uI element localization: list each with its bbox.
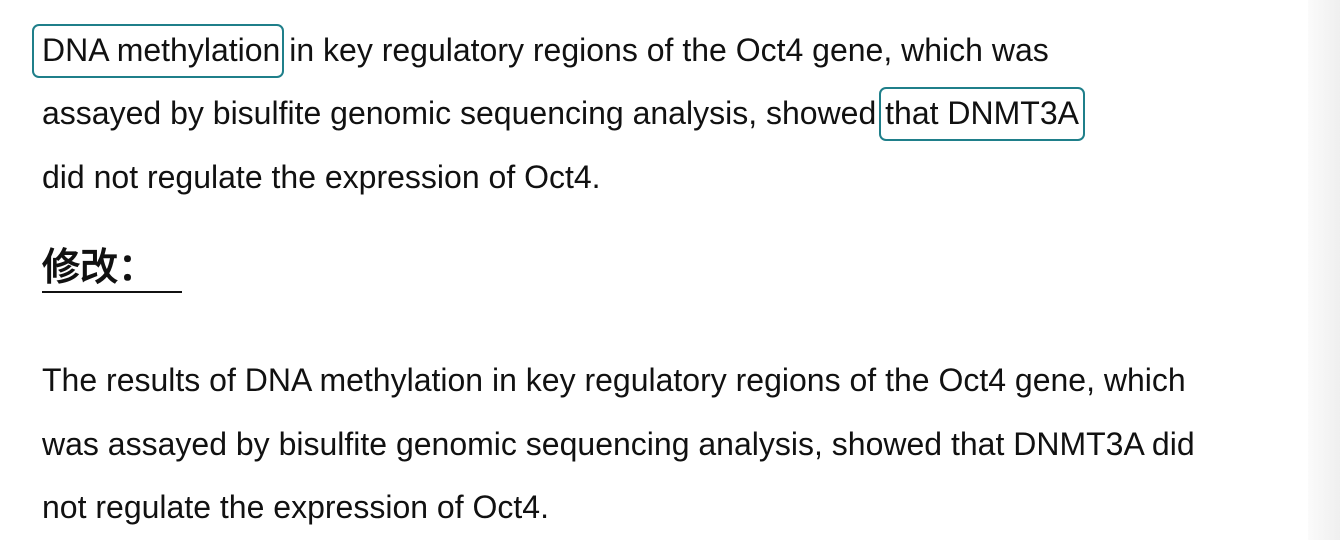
page-edge-shadow [1308,0,1340,540]
revised-line-3: not regulate the expression of Oct4. [42,489,549,525]
highlight-that-dnmt3a: that DNMT3A [879,87,1085,141]
original-line-1-rest: in key regulatory regions of the Oct4 ge… [280,32,1049,68]
revision-heading: 修改： [42,243,182,293]
original-line-3: did not regulate the expression of Oct4. [42,159,601,195]
original-line-1: DNA methylation in key regulatory region… [31,24,1049,78]
revised-line-2: was assayed by bisulfite genomic sequenc… [42,426,1195,462]
original-line-2-start: assayed by bisulfite genomic sequencing … [42,95,886,131]
original-line-2: assayed by bisulfite genomic sequencing … [42,87,1085,141]
revised-line-1: The results of DNA methylation in key re… [42,362,1186,398]
document-page: DNA methylation in key regulatory region… [31,24,1195,525]
highlight-dna-methylation: DNA methylation [31,24,285,78]
